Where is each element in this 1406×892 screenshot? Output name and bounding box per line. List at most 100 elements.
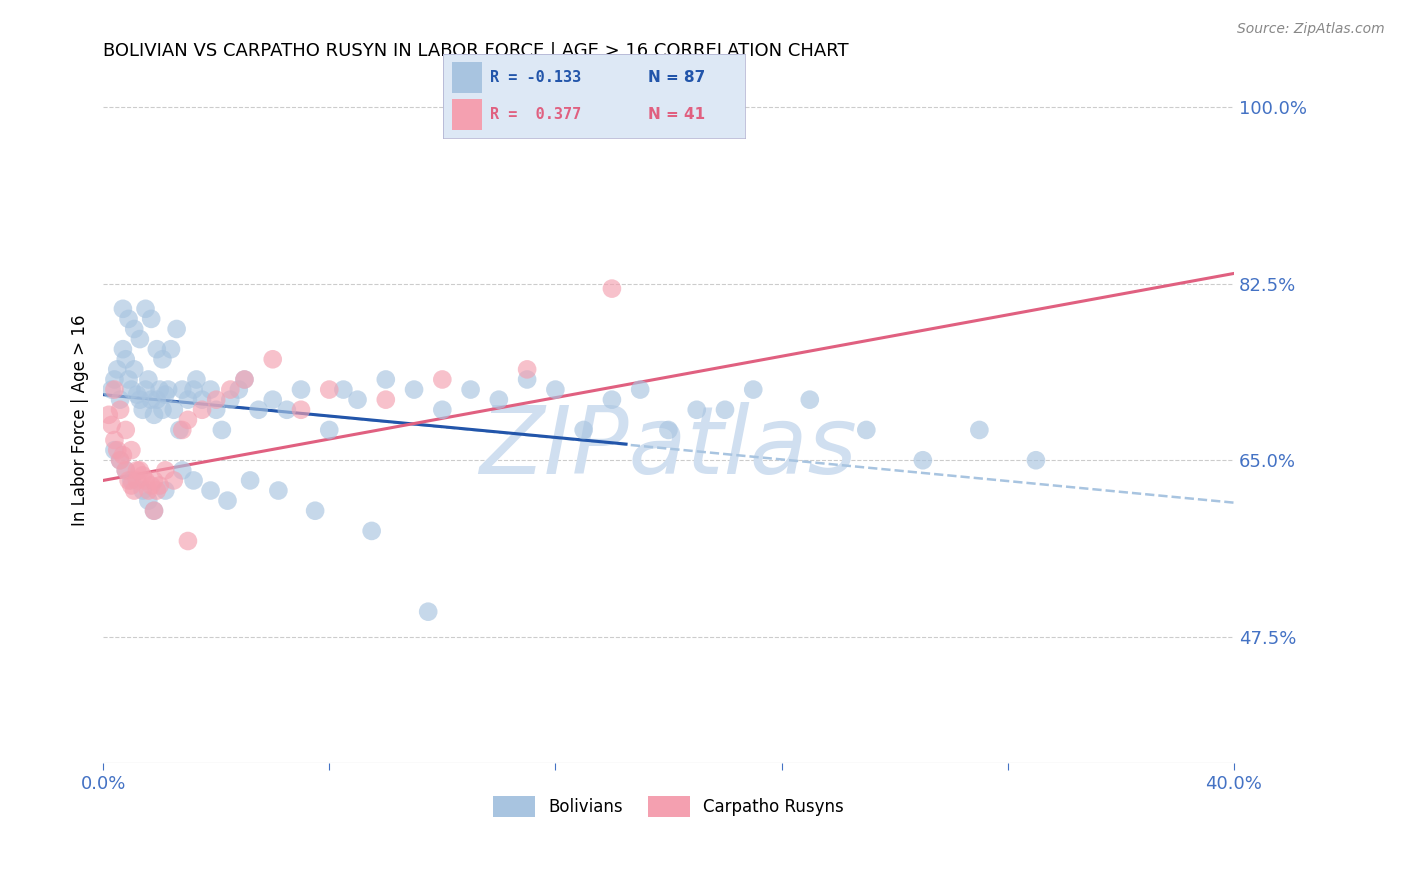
Point [117,372,139,386]
Point [125,387,148,401]
Point [135,474,157,488]
Point [211,423,233,437]
Point [149,478,172,492]
Point [183,474,205,488]
Point [103,433,125,447]
Point [105,362,128,376]
Point [155,483,177,498]
Point [131,483,153,498]
Point [172,423,194,437]
Text: ZIPatlas: ZIPatlas [479,401,858,492]
Point [103,372,125,386]
Point [969,423,991,437]
Point [120,478,142,492]
Legend: Bolivians, Carpatho Rusyns: Bolivians, Carpatho Rusyns [486,789,851,823]
Point [911,453,934,467]
Point [128,463,150,477]
Point [318,383,340,397]
Point [239,474,262,488]
Point [125,474,148,488]
Point [120,474,142,488]
Point [103,383,125,397]
Point [114,463,136,477]
Point [97,408,120,422]
Bar [451,99,482,130]
Point [233,372,256,386]
Point [290,383,312,397]
Point [219,383,242,397]
Point [318,423,340,437]
Point [114,423,136,437]
Point [233,372,256,386]
Text: R =  0.377: R = 0.377 [489,107,581,122]
Point [143,504,166,518]
Point [111,301,134,316]
Point [1025,453,1047,467]
Point [544,383,567,397]
Point [290,402,312,417]
Point [141,478,163,492]
Point [374,392,396,407]
Point [172,383,194,397]
Point [191,402,214,417]
Point [163,402,186,417]
Point [163,474,186,488]
Point [128,392,150,407]
Point [141,312,163,326]
Point [138,483,160,498]
Point [488,392,510,407]
Point [146,392,169,407]
Point [111,342,134,356]
Point [135,301,157,316]
Point [432,372,454,386]
Point [146,483,169,498]
Point [143,504,166,518]
Point [114,352,136,367]
Point [402,383,425,397]
Text: N = 41: N = 41 [648,107,706,122]
Point [152,402,174,417]
Point [155,463,177,477]
Point [172,463,194,477]
Point [262,392,284,407]
Point [516,362,538,376]
Y-axis label: In Labor Force | Age > 16: In Labor Force | Age > 16 [72,314,89,525]
Point [122,322,145,336]
Point [262,352,284,367]
Point [155,387,177,401]
Point [628,383,651,397]
Point [219,392,242,407]
Point [304,504,326,518]
Point [146,342,169,356]
Point [186,372,208,386]
Point [166,322,188,336]
Point [191,392,214,407]
Point [103,443,125,458]
Text: BOLIVIAN VS CARPATHO RUSYN IN LABOR FORCE | AGE > 16 CORRELATION CHART: BOLIVIAN VS CARPATHO RUSYN IN LABOR FORC… [103,42,849,60]
Point [108,453,131,467]
Point [125,463,148,477]
Point [122,362,145,376]
Point [114,463,136,477]
Point [177,413,200,427]
Point [228,383,250,397]
Point [177,392,200,407]
Point [799,392,821,407]
Point [120,383,142,397]
Point [108,453,131,467]
Point [360,524,382,538]
Point [572,423,595,437]
Point [108,392,131,407]
Point [122,483,145,498]
Point [374,372,396,386]
Point [332,383,354,397]
Point [276,402,298,417]
Point [111,448,134,462]
Point [138,372,160,386]
Point [855,423,877,437]
Point [143,474,166,488]
Point [108,402,131,417]
Point [200,383,222,397]
Point [117,474,139,488]
Point [131,402,153,417]
